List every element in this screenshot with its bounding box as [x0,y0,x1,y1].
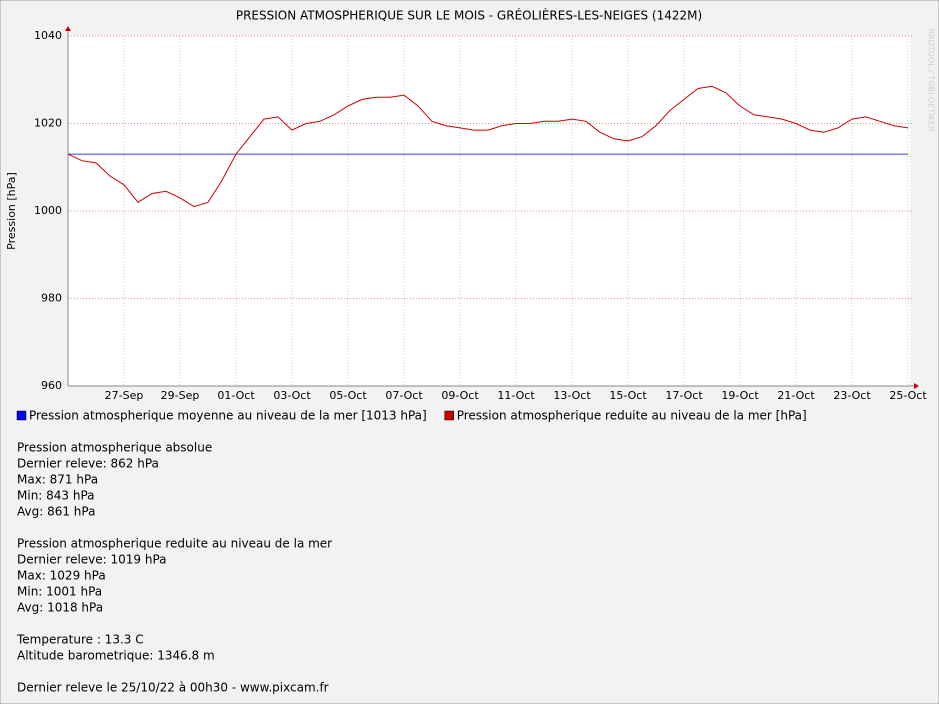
chart-title: PRESSION ATMOSPHERIQUE SUR LE MOIS - GRÉ… [236,8,702,23]
x-tick-label: 01-Oct [217,389,255,402]
x-tick-label: 27-Sep [105,389,144,402]
y-axis-label: Pression [hPa] [5,172,18,250]
x-tick-label: 25-Oct [889,389,927,402]
x-tick-label: 21-Oct [777,389,815,402]
info-line: Pression atmospherique reduite au niveau… [17,537,332,551]
x-tick-label: 15-Oct [609,389,647,402]
y-tick-label: 1040 [34,29,62,42]
series-line [67,85,909,208]
legend-label: Pression atmospherique reduite au niveau… [457,409,807,423]
x-tick-label: 07-Oct [385,389,423,402]
y-tick-label: 980 [41,292,62,305]
info-line: Max: 871 hPa [17,473,98,487]
info-line: Altitude barometrique: 1346.8 m [17,649,215,663]
info-line: Min: 1001 hPa [17,585,102,599]
watermark: RRDTOOL / TOBI OETIKER [927,28,936,131]
info-line: Max: 1029 hPa [17,569,106,583]
info-line: Dernier releve: 1019 hPa [17,553,167,567]
info-line: Dernier releve: 862 hPa [17,457,159,471]
info-line: Avg: 1018 hPa [17,601,103,615]
x-tick-label: 13-Oct [553,389,591,402]
info-line: Temperature : 13.3 C [16,633,144,647]
x-tick-label: 29-Sep [161,389,200,402]
info-line: Avg: 861 hPa [17,505,95,519]
axis-arrow [65,26,71,31]
x-tick-label: 05-Oct [329,389,367,402]
info-line: Min: 843 hPa [17,489,95,503]
x-tick-label: 11-Oct [497,389,535,402]
legend-swatch [444,410,454,421]
legend-label: Pression atmospherique moyenne au niveau… [29,409,427,423]
x-tick-label: 03-Oct [273,389,311,402]
info-line: Pression atmospherique absolue [17,441,212,455]
axis-arrow [914,383,919,389]
info-line: Dernier releve le 25/10/22 à 00h30 - www… [17,681,329,695]
y-tick-label: 960 [41,379,62,392]
legend-swatch [16,410,27,421]
x-tick-label: 09-Oct [441,389,479,402]
y-tick-label: 1020 [34,117,62,130]
y-tick-label: 1000 [34,204,62,217]
x-tick-label: 23-Oct [833,389,871,402]
x-tick-label: 19-Oct [721,389,759,402]
x-tick-label: 17-Oct [665,389,703,402]
